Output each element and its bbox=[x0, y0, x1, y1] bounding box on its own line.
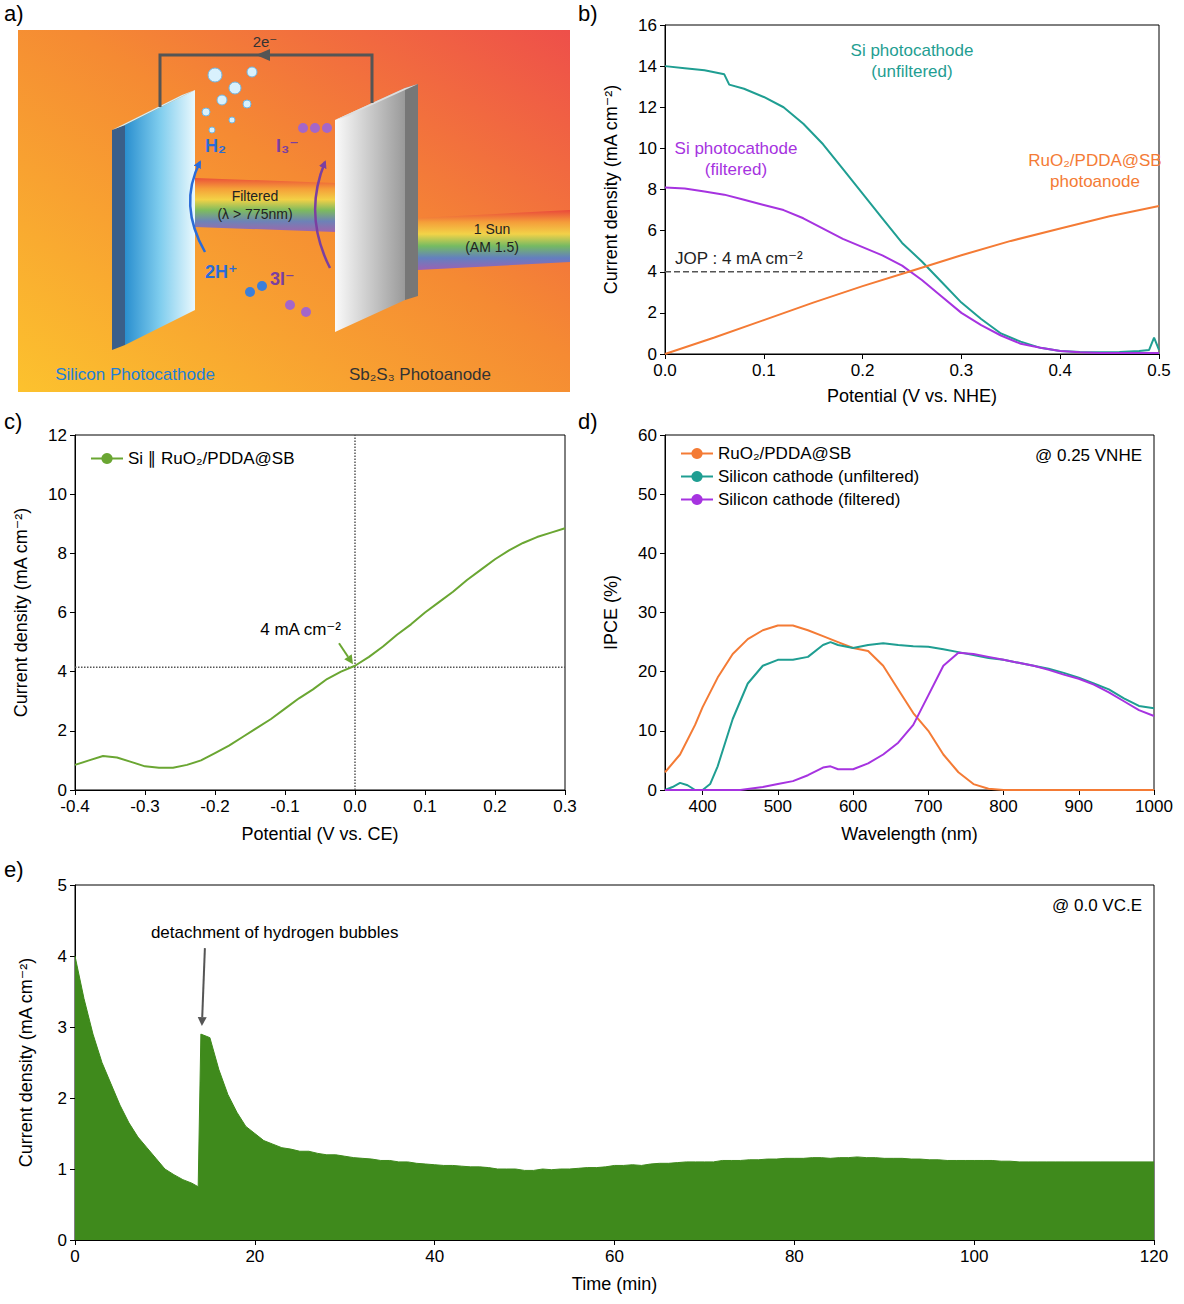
svg-text:@ 0.0 VC.E: @ 0.0 VC.E bbox=[1052, 896, 1142, 915]
svg-text:photoanode: photoanode bbox=[1050, 172, 1140, 191]
svg-text:2e⁻: 2e⁻ bbox=[253, 33, 278, 50]
svg-text:8: 8 bbox=[58, 544, 67, 563]
svg-text:IPCE (%): IPCE (%) bbox=[601, 575, 621, 650]
svg-text:100: 100 bbox=[960, 1247, 988, 1266]
html-text:b): b) bbox=[578, 1, 598, 26]
svg-text:60: 60 bbox=[638, 426, 657, 445]
svg-text:JOP : 4 mA cm⁻²: JOP : 4 mA cm⁻² bbox=[675, 249, 803, 268]
svg-text:40: 40 bbox=[638, 544, 657, 563]
svg-text:H₂: H₂ bbox=[205, 136, 226, 156]
svg-text:detachment of hydrogen bubbles: detachment of hydrogen bubbles bbox=[151, 923, 399, 942]
svg-text:2: 2 bbox=[58, 1089, 67, 1108]
svg-text:1000: 1000 bbox=[1135, 797, 1173, 816]
svg-text:Current density (mA cm⁻²): Current density (mA cm⁻²) bbox=[11, 508, 31, 718]
svg-text:(λ > 775nm): (λ > 775nm) bbox=[217, 206, 292, 222]
svg-text:2: 2 bbox=[648, 303, 657, 322]
svg-text:0: 0 bbox=[57, 780, 67, 800]
svg-text:(filtered): (filtered) bbox=[705, 160, 767, 179]
svg-text:700: 700 bbox=[914, 797, 942, 816]
svg-text:Sb₂S₃ Photoanode: Sb₂S₃ Photoanode bbox=[349, 365, 491, 384]
svg-text:0.2: 0.2 bbox=[851, 361, 875, 380]
svg-text:Si photocathode: Si photocathode bbox=[675, 139, 798, 158]
svg-text:500: 500 bbox=[764, 797, 792, 816]
svg-text:120: 120 bbox=[1140, 1247, 1168, 1266]
svg-text:12: 12 bbox=[638, 98, 657, 117]
svg-text:50: 50 bbox=[638, 485, 657, 504]
svg-text:40: 40 bbox=[425, 1247, 444, 1266]
svg-text:800: 800 bbox=[989, 797, 1017, 816]
svg-text:Time (min): Time (min) bbox=[572, 1274, 657, 1294]
svg-text:0.2: 0.2 bbox=[483, 797, 507, 816]
svg-text:Filtered: Filtered bbox=[232, 188, 279, 204]
svg-text:8: 8 bbox=[648, 180, 657, 199]
svg-text:-0.4: -0.4 bbox=[60, 797, 89, 816]
html-text:a): a) bbox=[4, 1, 24, 26]
svg-text:900: 900 bbox=[1065, 797, 1093, 816]
svg-text:0: 0 bbox=[647, 344, 657, 364]
svg-text:4: 4 bbox=[58, 947, 67, 966]
svg-text:-0.2: -0.2 bbox=[200, 797, 229, 816]
svg-text:80: 80 bbox=[785, 1247, 804, 1266]
svg-text:Current density (mA cm⁻²): Current density (mA cm⁻²) bbox=[16, 958, 36, 1168]
html-text:c): c) bbox=[4, 409, 23, 434]
svg-text:Wavelength (nm): Wavelength (nm) bbox=[841, 824, 977, 844]
svg-text:5: 5 bbox=[58, 876, 67, 895]
svg-text:20: 20 bbox=[245, 1247, 264, 1266]
html-text:d): d) bbox=[578, 409, 598, 434]
svg-text:0.3: 0.3 bbox=[950, 361, 974, 380]
html-text:e): e) bbox=[4, 857, 24, 882]
svg-text:4 mA cm⁻²: 4 mA cm⁻² bbox=[260, 620, 341, 639]
svg-text:0.1: 0.1 bbox=[413, 797, 437, 816]
svg-text:RuO₂/PDDA@SB: RuO₂/PDDA@SB bbox=[1028, 151, 1161, 170]
svg-text:60: 60 bbox=[605, 1247, 624, 1266]
svg-text:Potential (V vs. CE): Potential (V vs. CE) bbox=[241, 824, 398, 844]
svg-text:16: 16 bbox=[638, 16, 657, 35]
svg-text:(AM 1.5): (AM 1.5) bbox=[465, 239, 519, 255]
svg-text:0.0: 0.0 bbox=[653, 361, 677, 380]
svg-text:Si photocathode: Si photocathode bbox=[851, 41, 974, 60]
svg-text:4: 4 bbox=[58, 662, 67, 681]
svg-text:2: 2 bbox=[58, 721, 67, 740]
svg-text:RuO₂/PDDA@SB: RuO₂/PDDA@SB bbox=[718, 444, 851, 463]
svg-text:I₃⁻: I₃⁻ bbox=[276, 136, 299, 156]
svg-text:Si ∥ RuO₂/PDDA@SB: Si ∥ RuO₂/PDDA@SB bbox=[128, 449, 295, 468]
svg-text:-0.3: -0.3 bbox=[130, 797, 159, 816]
svg-text:400: 400 bbox=[688, 797, 716, 816]
svg-text:Potential (V vs. NHE): Potential (V vs. NHE) bbox=[827, 386, 997, 406]
svg-text:1: 1 bbox=[58, 1160, 67, 1179]
svg-text:12: 12 bbox=[48, 426, 67, 445]
svg-text:3I⁻: 3I⁻ bbox=[270, 269, 295, 289]
svg-text:0.4: 0.4 bbox=[1048, 361, 1072, 380]
svg-text:0.1: 0.1 bbox=[752, 361, 776, 380]
svg-text:10: 10 bbox=[638, 139, 657, 158]
svg-text:4: 4 bbox=[648, 262, 657, 281]
svg-text:0.3: 0.3 bbox=[553, 797, 577, 816]
svg-text:20: 20 bbox=[638, 662, 657, 681]
svg-text:14: 14 bbox=[638, 57, 657, 76]
svg-text:0: 0 bbox=[648, 781, 657, 800]
svg-text:1 Sun: 1 Sun bbox=[474, 221, 511, 237]
svg-text:3: 3 bbox=[58, 1018, 67, 1037]
svg-text:(unfiltered): (unfiltered) bbox=[871, 62, 952, 81]
svg-text:Current density (mA cm⁻²): Current density (mA cm⁻²) bbox=[601, 85, 621, 295]
svg-text:-0.1: -0.1 bbox=[270, 797, 299, 816]
svg-text:@ 0.25 VNHE: @ 0.25 VNHE bbox=[1035, 446, 1142, 465]
svg-text:0.5: 0.5 bbox=[1147, 361, 1171, 380]
svg-text:0: 0 bbox=[70, 1247, 79, 1266]
svg-text:30: 30 bbox=[638, 603, 657, 622]
svg-text:10: 10 bbox=[48, 485, 67, 504]
svg-text:6: 6 bbox=[648, 221, 657, 240]
svg-text:2H⁺: 2H⁺ bbox=[205, 262, 238, 282]
svg-text:Silicon cathode (unfiltered): Silicon cathode (unfiltered) bbox=[718, 467, 919, 486]
svg-text:600: 600 bbox=[839, 797, 867, 816]
svg-text:6: 6 bbox=[58, 603, 67, 622]
svg-text:0: 0 bbox=[58, 1231, 67, 1250]
svg-text:Silicon cathode (filtered): Silicon cathode (filtered) bbox=[718, 490, 900, 509]
svg-text:10: 10 bbox=[638, 721, 657, 740]
svg-text:Silicon Photocathode: Silicon Photocathode bbox=[55, 365, 215, 384]
svg-text:0.0: 0.0 bbox=[343, 797, 367, 816]
